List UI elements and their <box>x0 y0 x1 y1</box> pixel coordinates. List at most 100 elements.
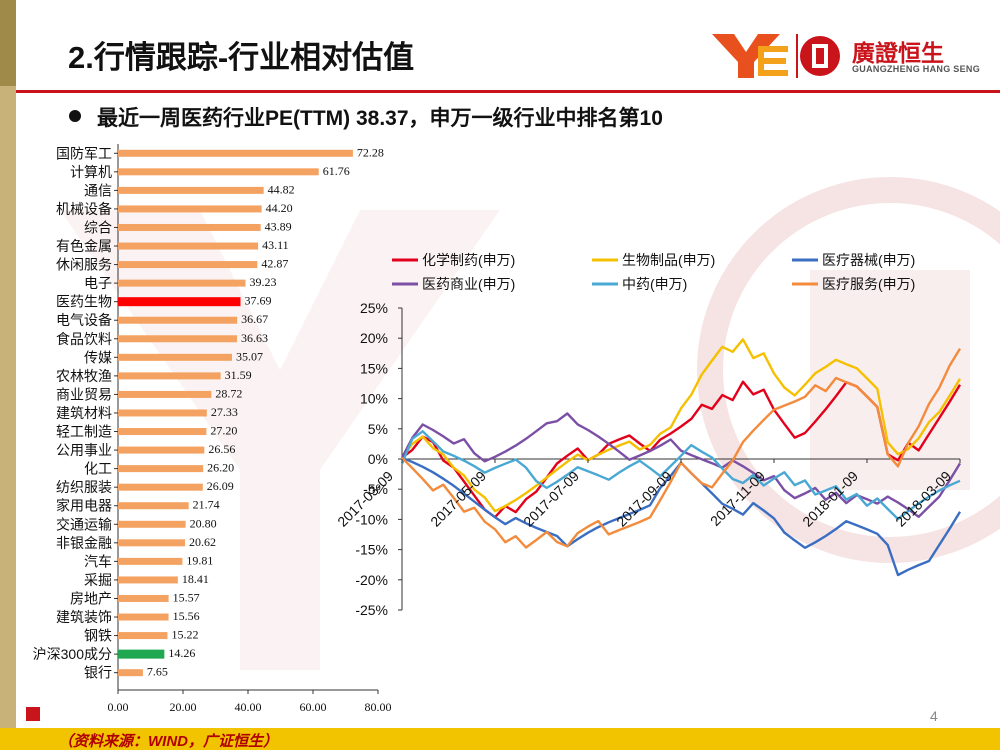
bar <box>118 483 203 491</box>
bar-category-label: 房地产 <box>70 590 112 606</box>
logo-chinese-name: 廣證恒生 <box>852 40 944 66</box>
bar <box>118 353 232 361</box>
bar-value-label: 44.82 <box>268 182 295 196</box>
bar-value-label: 27.20 <box>210 424 237 438</box>
bar-value-label: 21.74 <box>193 498 220 512</box>
bar <box>118 669 143 677</box>
bar-category-label: 通信 <box>84 182 112 198</box>
bar <box>118 223 261 231</box>
bar-chart-x-tick-label: 80.00 <box>365 700 392 714</box>
bar-category-label: 食品饮料 <box>56 331 112 347</box>
bar-category-label: 计算机 <box>70 164 112 180</box>
background-watermark-left <box>60 210 500 670</box>
bar <box>118 465 204 473</box>
bar-value-label: 27.33 <box>211 405 238 419</box>
bar-value-label: 61.76 <box>323 164 350 178</box>
bar-value-label: 15.57 <box>173 590 200 604</box>
bar-value-label: 14.26 <box>168 646 195 660</box>
bar <box>118 576 178 584</box>
source-note: （资料来源：WIND，广证恒生） <box>58 733 278 750</box>
bar <box>118 428 207 436</box>
bar <box>118 613 169 621</box>
line-chart-x-tick-label: 2017-05-09 <box>427 468 489 530</box>
line-chart-y-tick-label: 10% <box>360 391 388 407</box>
bar <box>118 279 246 287</box>
bar-value-label: 37.69 <box>244 294 271 308</box>
bar-chart-x-tick-label: 20.00 <box>170 700 197 714</box>
bar-category-label: 建筑材料 <box>56 405 112 421</box>
bar-category-label: 钢铁 <box>84 628 112 644</box>
bar <box>118 520 186 528</box>
bar-category-label: 机械设备 <box>56 201 112 217</box>
bar <box>118 316 238 324</box>
bar-category-label: 家用电器 <box>56 498 112 514</box>
series-line <box>401 338 962 513</box>
bar-category-label: 银行 <box>84 665 112 681</box>
left-accent-strip-top <box>0 0 16 86</box>
series-line <box>400 430 961 521</box>
bar <box>118 409 207 417</box>
bar-value-label: 39.23 <box>249 275 276 289</box>
bar-category-label: 电气设备 <box>56 312 112 328</box>
slide-title: 2.行情跟踪-行业相对估值 <box>68 40 415 75</box>
bullet-icon <box>69 110 81 122</box>
series-line <box>401 347 962 549</box>
bar-value-label: 20.80 <box>190 516 217 530</box>
bar <box>118 186 264 194</box>
bar-category-label: 有色金属 <box>56 238 112 254</box>
bar-category-label: 电子 <box>84 275 112 291</box>
bar <box>118 261 258 269</box>
legend-label: 化学制药(申万) <box>422 252 515 268</box>
bar-category-label: 化工 <box>84 461 112 477</box>
bar-value-label: 43.89 <box>265 219 292 233</box>
bar-value-label: 36.63 <box>241 331 268 345</box>
bar-category-label: 非银金融 <box>56 535 112 551</box>
logo-english-name: GUANGZHENG HANG SENG <box>852 64 981 74</box>
legend-label: 医疗器械(申万) <box>822 252 915 268</box>
bar-category-label: 轻工制造 <box>56 424 112 440</box>
line-chart-y-tick-label: -15% <box>355 542 388 558</box>
bar-value-label: 28.72 <box>215 386 242 400</box>
bar-chart-x-tick-label: 0.00 <box>108 700 129 714</box>
footer-red-square <box>26 707 40 721</box>
bar-category-label: 传媒 <box>84 349 112 365</box>
bar-chart-x-tick-label: 40.00 <box>235 700 262 714</box>
bar <box>118 390 212 398</box>
bullet-headline: 最近一周医药行业PE(TTM) 38.37，申万一级行业中排名第10 <box>97 107 663 130</box>
series-line <box>401 456 962 577</box>
bar-value-label: 15.56 <box>173 609 200 623</box>
bar-value-label: 44.20 <box>266 201 293 215</box>
page-number: 4 <box>930 708 938 724</box>
bar <box>118 502 189 510</box>
series-line <box>400 412 962 518</box>
bar <box>118 594 169 602</box>
bar-chart-x-tick-label: 60.00 <box>300 700 327 714</box>
line-chart-y-tick-label: -10% <box>355 511 388 527</box>
bar-category-label: 医药生物 <box>56 294 112 310</box>
footer-bar <box>0 728 1000 750</box>
bar-value-label: 31.59 <box>225 368 252 382</box>
bar-category-label: 沪深300成分 <box>33 646 112 662</box>
bar <box>118 335 238 343</box>
bar-value-label: 19.81 <box>186 553 213 567</box>
legend-label: 生物制品(申万) <box>622 252 715 268</box>
bar-value-label: 26.09 <box>207 479 234 493</box>
bar-value-label: 18.41 <box>182 572 209 586</box>
legend-label: 中药(申万) <box>622 276 687 292</box>
legend-label: 医疗服务(申万) <box>822 276 915 292</box>
line-chart-y-tick-label: 20% <box>360 330 388 346</box>
bar-category-label: 国防军工 <box>56 145 112 161</box>
bar <box>118 168 319 176</box>
bar-category-label: 公用事业 <box>56 442 112 458</box>
bar <box>118 649 165 659</box>
bar-category-label: 纺织服装 <box>56 479 112 495</box>
bar <box>118 205 262 213</box>
bar-value-label: 26.20 <box>207 461 234 475</box>
bar <box>118 446 205 454</box>
bar <box>118 149 353 157</box>
line-chart-x-tick-label: 2017-07-09 <box>520 468 582 530</box>
industry-pe-bar-chart: 国防军工 72.28 计算机 61.76 通信 44.82 机械设备 44.20 综合 43.89… <box>33 144 392 714</box>
bar-category-label: 建筑装饰 <box>56 609 112 625</box>
left-accent-strip <box>0 0 16 750</box>
line-chart-y-tick-label: -25% <box>355 602 388 618</box>
